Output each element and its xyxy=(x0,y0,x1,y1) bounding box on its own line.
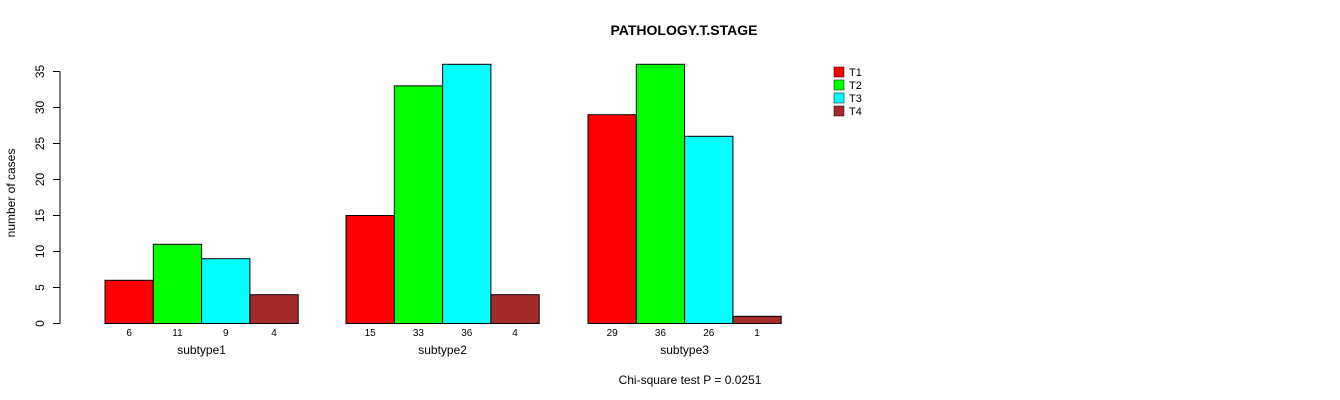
bar-subtype2-T1 xyxy=(345,215,395,324)
bar-subtype2-T4 xyxy=(490,294,540,325)
bars xyxy=(104,63,782,325)
legend-swatch-T1 xyxy=(833,66,845,78)
bar-subtype1-T1 xyxy=(104,279,154,324)
bar-subtype3-T3 xyxy=(684,135,734,324)
bar-value-label: 26 xyxy=(703,328,715,339)
y-axis-label: number of cases xyxy=(4,149,18,238)
chi-square-annotation: Chi-square test P = 0.0251 xyxy=(619,373,762,387)
group-label-subtype1: subtype1 xyxy=(177,343,226,357)
chart-title: PATHOLOGY.T.STAGE xyxy=(610,22,757,38)
bar-value-label: 6 xyxy=(126,328,132,339)
group-labels: subtype1 subtype2 subtype3 xyxy=(177,343,709,357)
bar-subtype3-T4 xyxy=(732,315,782,324)
bar-subtype1-T2 xyxy=(152,243,203,324)
legend-label-T1: T1 xyxy=(849,67,862,79)
legend-label-T3: T3 xyxy=(849,93,862,105)
y-tick-label: 0 xyxy=(33,320,47,327)
bar-subtype2-T3 xyxy=(442,63,492,325)
legend-swatch-T4 xyxy=(833,105,845,117)
legend-label-T2: T2 xyxy=(849,80,862,92)
bar-value-label: 4 xyxy=(512,328,518,339)
bar-subtype3-T2 xyxy=(635,63,686,325)
legend-swatch-T3 xyxy=(833,92,845,104)
y-tick-label: 20 xyxy=(33,173,47,187)
y-axis: 0 5 10 15 20 25 30 35 xyxy=(33,65,61,327)
legend-swatch-T2 xyxy=(833,79,845,91)
bar-value-labels: 6 11 9 4 15 33 36 4 29 36 26 1 xyxy=(126,328,760,339)
y-tick-label: 25 xyxy=(33,137,47,151)
y-tick-label: 35 xyxy=(33,65,47,79)
y-tick-label: 30 xyxy=(33,101,47,115)
bar-value-label: 4 xyxy=(271,328,277,339)
y-tick-label: 5 xyxy=(33,284,47,291)
bar-subtype2-T2 xyxy=(393,85,444,325)
bar-value-label: 15 xyxy=(365,328,377,339)
legend-label-T4: T4 xyxy=(849,106,862,118)
bar-subtype1-T4 xyxy=(249,294,299,325)
bar-value-label: 11 xyxy=(172,328,183,339)
bar-value-label: 36 xyxy=(655,328,667,339)
group-label-subtype2: subtype2 xyxy=(418,343,467,357)
bar-value-label: 36 xyxy=(461,328,473,339)
bar-subtype3-T1 xyxy=(587,114,637,324)
bar-value-label: 1 xyxy=(754,328,760,339)
bar-value-label: 33 xyxy=(413,328,425,339)
bar-subtype1-T3 xyxy=(201,258,251,325)
y-tick-label: 10 xyxy=(33,245,47,259)
group-label-subtype3: subtype3 xyxy=(660,343,709,357)
bar-value-label: 9 xyxy=(223,328,229,339)
y-tick-label: 15 xyxy=(33,209,47,223)
bar-value-label: 29 xyxy=(607,328,619,339)
